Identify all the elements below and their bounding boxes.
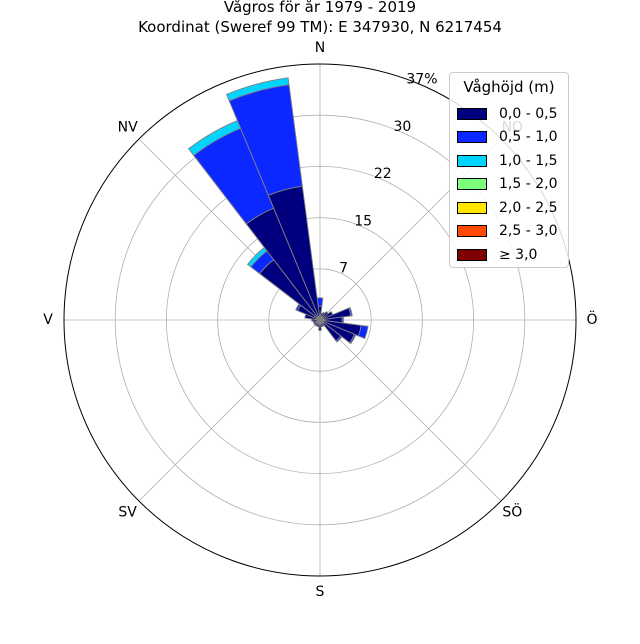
radial-tick-label-3: 30 xyxy=(393,119,411,135)
legend-item-2: 1,0 - 1,5 xyxy=(450,149,568,173)
grid-lines xyxy=(64,64,576,576)
legend-label-2: 1,0 - 1,5 xyxy=(499,152,558,169)
legend-label-4: 2,0 - 2,5 xyxy=(499,199,558,216)
grid-spoke xyxy=(138,319,321,502)
radial-tick-label-1: 15 xyxy=(354,213,372,229)
legend-items: 0,0 - 0,5 0,5 - 1,0 1,0 - 1,5 1,5 - 2,0 2,0 … xyxy=(450,102,568,267)
legend-swatch-2 xyxy=(457,154,487,167)
rose-bar-345-bin-2 xyxy=(225,77,290,102)
direction-label-3: SÖ xyxy=(502,502,522,520)
legend-swatch-1 xyxy=(457,131,487,144)
radial-tick-label-2: 22 xyxy=(374,166,392,182)
legend-item-3: 1,5 - 2,0 xyxy=(450,173,568,197)
rose-bars xyxy=(187,77,369,345)
polar-outline xyxy=(63,63,577,577)
legend-swatch-3 xyxy=(457,178,487,191)
rose-bar-180-bin-0 xyxy=(318,319,322,331)
chart-subtitle: Koordinat (Sweref 99 TM): E 347930, N 62… xyxy=(138,18,502,36)
radial-tick-labels: 7 15 22 30 37% xyxy=(339,71,437,276)
direction-label-5: SV xyxy=(118,504,137,520)
grid-spoke xyxy=(319,319,502,502)
direction-label-6: V xyxy=(43,312,53,328)
legend-item-1: 0,5 - 1,0 xyxy=(450,126,568,150)
legend-title: Våghöjd (m) xyxy=(463,78,555,96)
rose-bar-75-bin-1 xyxy=(348,306,353,317)
direction-label-2: Ö xyxy=(586,310,597,328)
legend: Våghöjd (m) 0,0 - 0,5 0,5 - 1,0 1,0 - 1,5 1… xyxy=(449,72,569,268)
direction-label-7: NV xyxy=(118,120,138,136)
legend-swatch-0 xyxy=(457,107,487,120)
rose-bar-135-bin-1 xyxy=(335,335,343,343)
legend-label-6: ≥ 3,0 xyxy=(499,246,538,263)
rose-bar-105-bin-1 xyxy=(357,324,369,340)
legend-item-0: 0,0 - 0,5 xyxy=(450,102,568,126)
radial-tick-label-0: 7 xyxy=(339,261,348,277)
direction-label-4: S xyxy=(316,584,325,600)
legend-item-6: ≥ 3,0 xyxy=(450,243,568,267)
rose-bar-90-bin-1 xyxy=(341,316,344,324)
chart-title: Vågros för år 1979 - 2019 xyxy=(223,0,417,16)
legend-swatch-5 xyxy=(457,225,487,238)
legend-label-0: 0,0 - 0,5 xyxy=(499,105,558,122)
legend-label-1: 0,5 - 1,0 xyxy=(499,129,558,146)
legend-swatch-6 xyxy=(457,248,487,261)
legend-swatch-4 xyxy=(457,201,487,214)
rose-bar-0-bin-1 xyxy=(316,297,324,307)
legend-label-3: 1,5 - 2,0 xyxy=(499,176,558,193)
legend-item-4: 2,0 - 2,5 xyxy=(450,196,568,220)
rose-bar-120-bin-1 xyxy=(349,333,357,345)
legend-item-5: 2,5 - 3,0 xyxy=(450,220,568,244)
radial-tick-label-4: 37% xyxy=(406,71,437,87)
legend-label-5: 2,5 - 3,0 xyxy=(499,223,558,240)
direction-label-0: N xyxy=(315,40,325,56)
